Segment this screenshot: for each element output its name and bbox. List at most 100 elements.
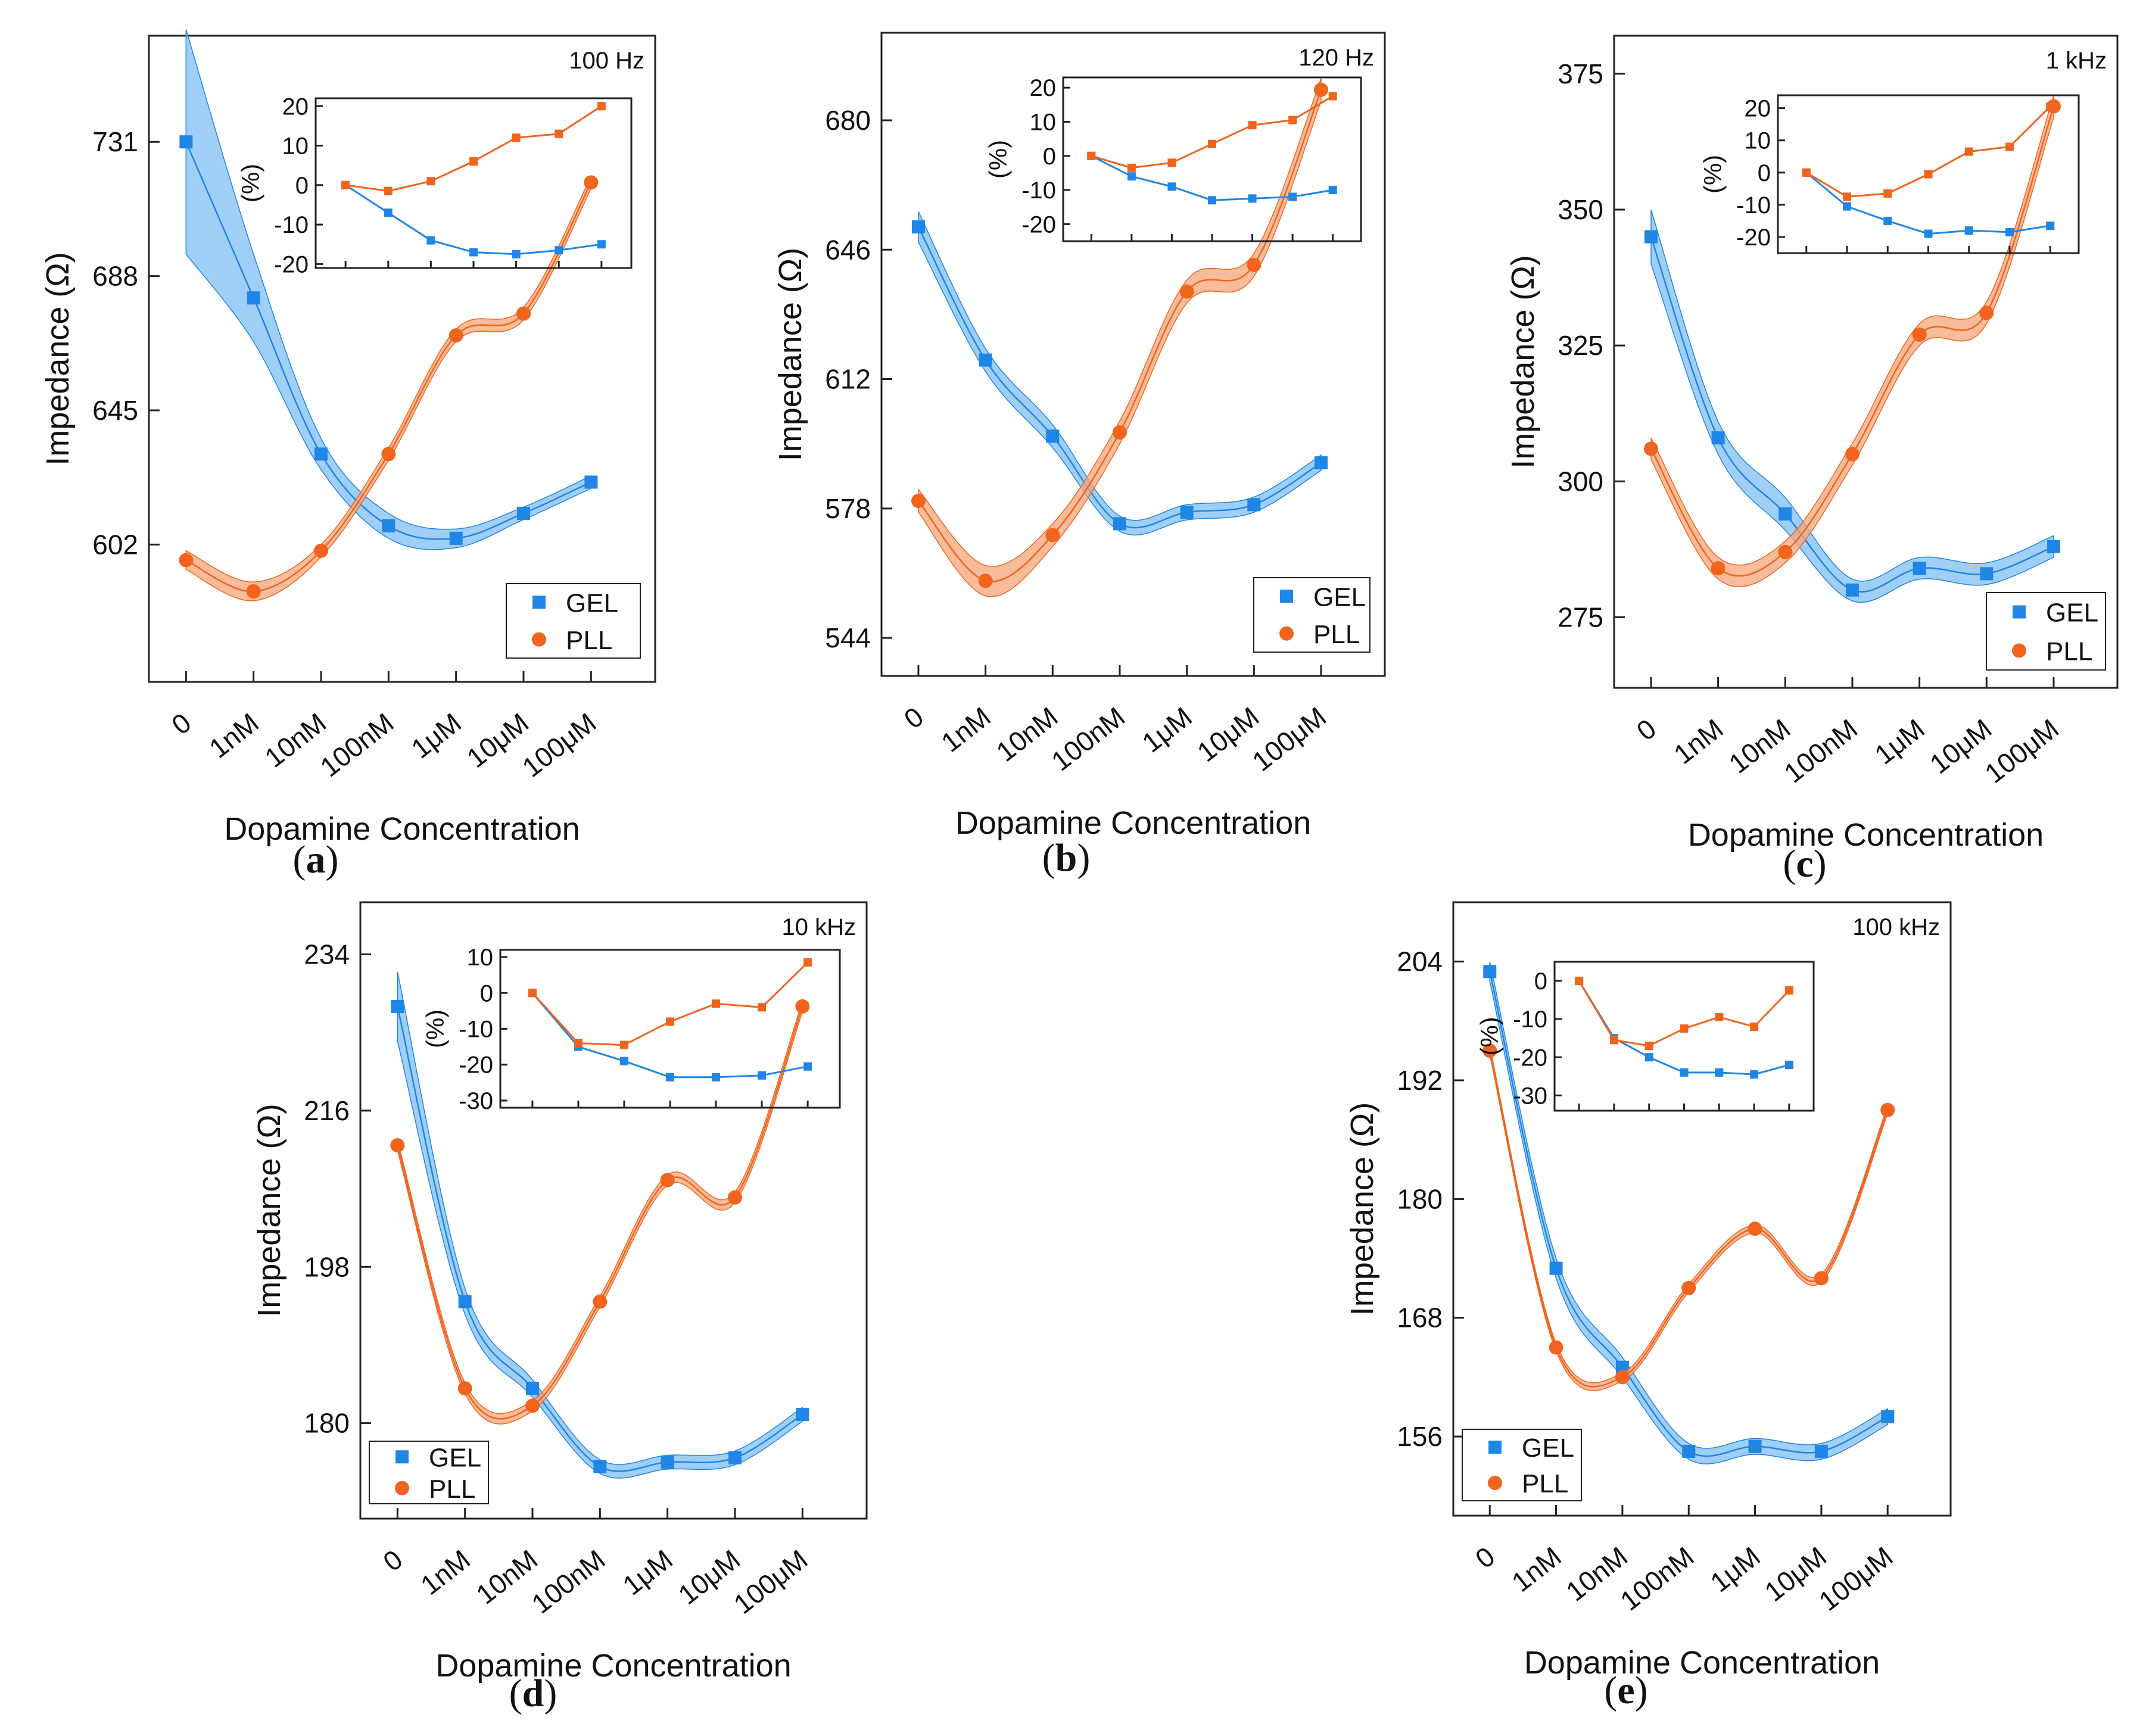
- inset-pll-marker: [619, 1040, 628, 1049]
- panel-label-letter: b: [1055, 836, 1077, 880]
- plot-frame: [1452, 901, 1952, 1517]
- pll-marker: [795, 999, 810, 1014]
- inset-chart: 20 10 0 -10 -20 (%): [1699, 94, 2080, 254]
- gel-marker: [979, 353, 992, 367]
- y-tick-label: 544: [825, 622, 871, 653]
- legend-pll-marker: [2012, 643, 2026, 658]
- panel-label-paren: (: [293, 838, 306, 881]
- pll-marker: [584, 175, 599, 190]
- inset-y-tick-label: -10: [459, 1017, 493, 1043]
- y-tick-label: 168: [1397, 1302, 1443, 1333]
- legend-label-gel: GEL: [1522, 1433, 1574, 1463]
- pll-marker: [246, 584, 261, 599]
- inset-y-tick-label: 10: [282, 133, 309, 160]
- x-tick-label: 1μM: [617, 1544, 678, 1601]
- gel-marker: [796, 1408, 809, 1422]
- pll-marker: [728, 1190, 742, 1205]
- y-tick-label: 275: [1558, 601, 1603, 632]
- frequency-label: 100 Hz: [569, 48, 644, 74]
- gel-marker: [1748, 1439, 1762, 1453]
- pll-marker: [1711, 561, 1725, 576]
- inset-gel-marker: [619, 1056, 628, 1065]
- inset-gel-marker: [1784, 1061, 1793, 1070]
- inset-gel-marker: [1127, 172, 1136, 181]
- pll-marker: [1778, 544, 1793, 559]
- inset-y-tick-label: 10: [1745, 128, 1771, 154]
- frequency-label: 120 Hz: [1298, 45, 1374, 71]
- panel-label-letter: e: [1617, 1669, 1634, 1712]
- gel-confidence-band: [397, 971, 803, 1479]
- inset-pll-marker: [1609, 1036, 1618, 1045]
- gel-marker: [458, 1295, 472, 1308]
- gel-marker: [1046, 429, 1060, 443]
- inset-y-tick-label: 0: [295, 173, 309, 199]
- inset-pll-marker: [1784, 986, 1793, 995]
- inset-chart: 10 0 -10 -20 -30 (%): [421, 945, 841, 1114]
- legend-gel-marker: [1280, 590, 1293, 603]
- inset-gel-marker: [1644, 1053, 1653, 1062]
- inset-y-tick-label: -20: [1736, 225, 1771, 251]
- y-tick-label: 350: [1558, 194, 1603, 225]
- inset-gel-marker: [1248, 194, 1257, 203]
- inset-pll-marker: [1964, 147, 1973, 156]
- inset-y-tick-label: -30: [459, 1088, 493, 1114]
- x-tick-label: 0: [377, 1544, 408, 1578]
- y-tick-label: 156: [1397, 1421, 1443, 1452]
- gel-marker: [1682, 1445, 1696, 1458]
- inset-pll-marker: [758, 1003, 767, 1012]
- legend-pll-marker: [1488, 1476, 1502, 1490]
- y-axis-title: Impedance (Ω): [1505, 255, 1541, 469]
- gel-marker: [247, 291, 260, 305]
- legend-pll-marker: [395, 1481, 409, 1495]
- inset-y-tick-label: -10: [1021, 177, 1056, 204]
- legend: GEL PLL: [1986, 592, 2106, 671]
- inset-gel-marker: [1288, 192, 1297, 201]
- inset-gel-marker: [555, 246, 563, 255]
- inset-y-tick-label: 0: [1043, 144, 1056, 170]
- y-tick-label: 646: [825, 234, 871, 265]
- inset-pll-marker: [1288, 116, 1297, 124]
- inset-pll-marker: [1883, 189, 1892, 198]
- y-tick-label: 645: [92, 395, 138, 426]
- x-axis-title: Dopamine Concentration: [955, 805, 1311, 841]
- inset-y-tick-label: -20: [1021, 211, 1056, 238]
- legend-label-gel: GEL: [1313, 582, 1366, 612]
- gel-marker: [1180, 506, 1194, 519]
- inset-y-axis-title: (%): [1699, 155, 1727, 194]
- inset-gel-marker: [384, 208, 393, 217]
- legend-label-pll: PLL: [1313, 620, 1360, 649]
- legend-box: [506, 583, 641, 659]
- gel-marker: [728, 1451, 742, 1464]
- inset-y-tick-label: 0: [1534, 968, 1547, 995]
- legend-gel-marker: [2013, 605, 2026, 619]
- gel-confidence-band: [185, 29, 592, 550]
- inset-pll-marker: [666, 1017, 674, 1026]
- pll-marker: [1549, 1340, 1563, 1355]
- inset-y-tick-label: 20: [1030, 75, 1057, 101]
- inset-gel-marker: [1843, 202, 1852, 211]
- inset-gel-marker: [1883, 216, 1892, 225]
- inset-gel-marker: [666, 1073, 674, 1082]
- y-tick-label: 300: [1558, 466, 1603, 497]
- pll-marker: [1112, 425, 1127, 440]
- inset-pll-marker: [469, 157, 478, 166]
- inset-gel-line: [531, 992, 808, 1079]
- gel-marker: [1814, 1445, 1828, 1458]
- panel-label: (b): [1042, 836, 1091, 880]
- x-tick-label: 1nM: [1668, 713, 1729, 770]
- gel-confidence-band: [1650, 209, 2054, 603]
- pll-marker: [1045, 528, 1060, 543]
- panel-label-paren: (: [1783, 842, 1796, 886]
- x-tick-label: 1nM: [1506, 1541, 1567, 1598]
- plot-frame: [359, 901, 868, 1520]
- inset-gel-marker: [1328, 186, 1337, 195]
- gel-marker: [1615, 1360, 1629, 1374]
- x-axis-title: Dopamine Concentration: [1688, 817, 2044, 853]
- legend-label-gel: GEL: [566, 588, 618, 618]
- inset-pll-marker: [1715, 1012, 1724, 1021]
- gel-confidence-band: [1489, 961, 1888, 1464]
- gel-marker: [1247, 498, 1261, 512]
- y-tick-label: 602: [92, 529, 138, 560]
- inset-pll-marker: [1208, 139, 1216, 148]
